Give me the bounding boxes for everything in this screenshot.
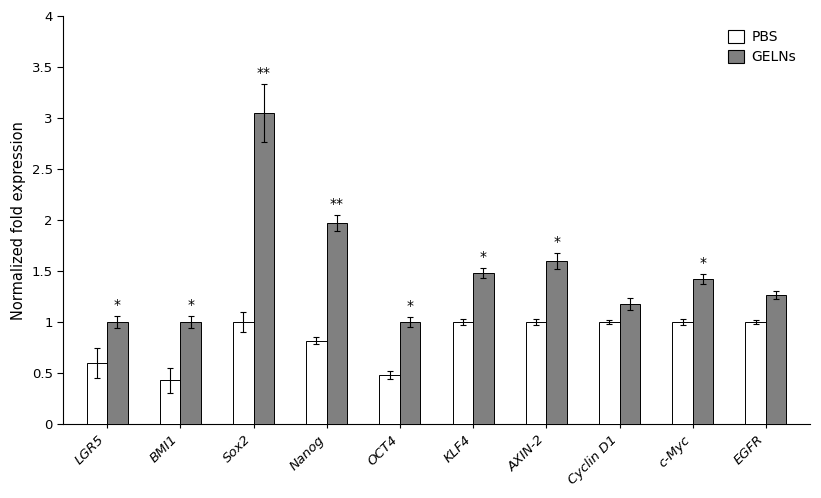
Bar <box>254 113 274 424</box>
Bar <box>620 304 640 424</box>
Bar <box>693 279 713 424</box>
Text: *: * <box>480 250 487 264</box>
Bar <box>546 261 566 424</box>
Bar <box>599 322 620 424</box>
Text: *: * <box>187 298 194 312</box>
Text: *: * <box>699 256 707 270</box>
Text: *: * <box>553 235 560 249</box>
Text: *: * <box>406 299 414 313</box>
Bar <box>87 363 107 424</box>
Bar <box>107 322 127 424</box>
Bar <box>181 322 201 424</box>
Bar <box>672 322 693 424</box>
Bar <box>306 341 327 424</box>
Bar <box>160 380 181 424</box>
Bar <box>379 375 400 424</box>
Bar <box>745 322 766 424</box>
Text: *: * <box>114 298 121 312</box>
Bar <box>452 322 473 424</box>
Legend: PBS, GELNs: PBS, GELNs <box>721 23 803 71</box>
Bar <box>233 322 254 424</box>
Text: **: ** <box>330 197 344 211</box>
Bar <box>400 322 420 424</box>
Bar <box>327 223 347 424</box>
Bar <box>766 295 787 424</box>
Bar <box>473 273 493 424</box>
Text: **: ** <box>257 66 271 80</box>
Y-axis label: Normalized fold expression: Normalized fold expression <box>11 121 26 320</box>
Bar <box>526 322 546 424</box>
